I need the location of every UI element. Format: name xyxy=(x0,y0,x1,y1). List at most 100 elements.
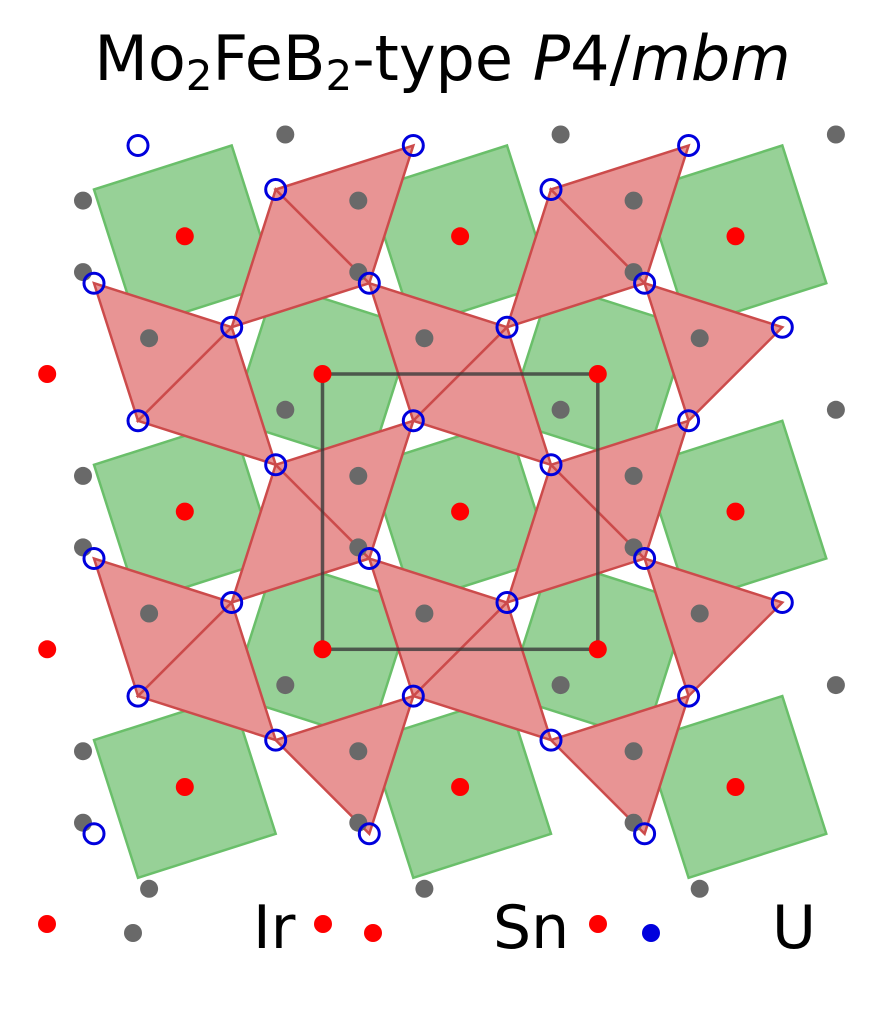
u-atom xyxy=(633,547,657,570)
u-atom xyxy=(220,591,244,614)
ir-atom xyxy=(175,227,194,246)
title-part: P xyxy=(532,22,571,95)
ir-atom xyxy=(175,502,194,521)
ir-atom xyxy=(726,227,745,246)
prism-triangle xyxy=(548,143,691,286)
u-atom xyxy=(82,547,106,570)
prism-triangle xyxy=(642,281,785,424)
sn-atom xyxy=(276,125,295,144)
u-atom xyxy=(539,178,563,201)
ir-atom xyxy=(313,365,332,383)
u-atom xyxy=(401,409,425,433)
u-atom xyxy=(357,547,381,570)
u-atom xyxy=(126,134,150,157)
legend-markers xyxy=(38,915,660,942)
unit-cell-layer xyxy=(320,372,600,652)
sn-atom xyxy=(690,879,709,898)
sn-atom xyxy=(826,400,845,419)
u-atom xyxy=(264,178,288,201)
ir-atom xyxy=(451,502,470,521)
sn-atom xyxy=(415,879,434,898)
sn-atom xyxy=(415,604,434,623)
sn-atom xyxy=(349,191,368,210)
unit-cell-outline xyxy=(320,372,600,652)
u-atom xyxy=(495,591,519,614)
ir-atom xyxy=(588,640,607,659)
sn-atom xyxy=(276,400,295,419)
sn-atom xyxy=(551,676,570,695)
legend-marker-dot xyxy=(124,924,142,942)
u-atom xyxy=(264,728,288,752)
ir-atom xyxy=(451,227,470,246)
title-part: FeB xyxy=(212,22,326,95)
u-atom xyxy=(264,453,288,477)
legend-marker-dot xyxy=(314,915,332,933)
sn-atom xyxy=(74,263,92,282)
ir-atom xyxy=(313,640,332,659)
legend-label-ir: Ir xyxy=(253,893,296,963)
sn-atom xyxy=(415,329,434,348)
title-part: mbm xyxy=(630,22,791,95)
u-atom-layer xyxy=(82,134,794,846)
sn-atom xyxy=(74,813,92,832)
legend-marker-u xyxy=(642,924,660,942)
sn-atom xyxy=(74,191,92,210)
title-part: 4/ xyxy=(570,22,631,95)
ir-atom xyxy=(38,365,57,383)
u-atom xyxy=(82,271,106,295)
u-atom xyxy=(677,134,701,157)
ir-atom xyxy=(38,640,57,659)
sn-atom xyxy=(140,329,159,348)
polyhedra-layer xyxy=(92,143,828,880)
sn-atom xyxy=(74,742,92,761)
ir-atom-layer xyxy=(38,227,745,796)
title-part: Mo xyxy=(94,22,186,95)
prism-triangle xyxy=(135,324,278,467)
legend-marker-dot xyxy=(364,924,382,942)
prism-triangle xyxy=(548,694,691,837)
prism-triangle xyxy=(135,600,278,743)
ir-atom xyxy=(451,778,470,796)
sn-atom xyxy=(624,191,643,210)
u-atom xyxy=(539,453,563,477)
sn-atom xyxy=(624,263,643,282)
diagram-title: Mo2FeB2-type P4/mbm xyxy=(0,22,885,97)
ir-atom xyxy=(726,778,745,796)
sn-atom xyxy=(349,466,368,485)
sn-atom xyxy=(624,538,643,557)
ir-atom xyxy=(175,778,194,796)
prism-triangle xyxy=(273,143,416,286)
sn-atom xyxy=(349,742,368,761)
sn-atom xyxy=(624,742,643,761)
u-atom xyxy=(677,684,701,708)
ir-atom xyxy=(588,365,607,383)
u-atom xyxy=(357,822,381,846)
u-atom xyxy=(82,822,106,846)
ir-atom xyxy=(726,502,745,521)
u-atom xyxy=(633,271,657,295)
sn-atom xyxy=(74,538,92,557)
u-atom xyxy=(770,315,794,339)
title-part: 2 xyxy=(185,51,213,100)
sn-atom xyxy=(74,466,92,485)
sn-atom xyxy=(140,604,159,623)
prism-triangle xyxy=(273,694,416,837)
legend-label-u: U xyxy=(772,893,816,963)
sn-atom xyxy=(349,538,368,557)
sn-atom xyxy=(551,125,570,144)
u-atom xyxy=(495,315,519,339)
sn-atom xyxy=(276,676,295,695)
sn-atom xyxy=(690,604,709,623)
u-atom xyxy=(126,409,150,433)
sn-atom xyxy=(349,263,368,282)
legend-label-sn: Sn xyxy=(493,893,570,963)
u-atom xyxy=(220,315,244,339)
u-atom xyxy=(633,822,657,846)
u-atom xyxy=(401,134,425,157)
u-atom xyxy=(770,591,794,614)
sn-atom xyxy=(826,676,845,695)
u-atom xyxy=(357,271,381,295)
title-part: -type xyxy=(352,22,533,95)
